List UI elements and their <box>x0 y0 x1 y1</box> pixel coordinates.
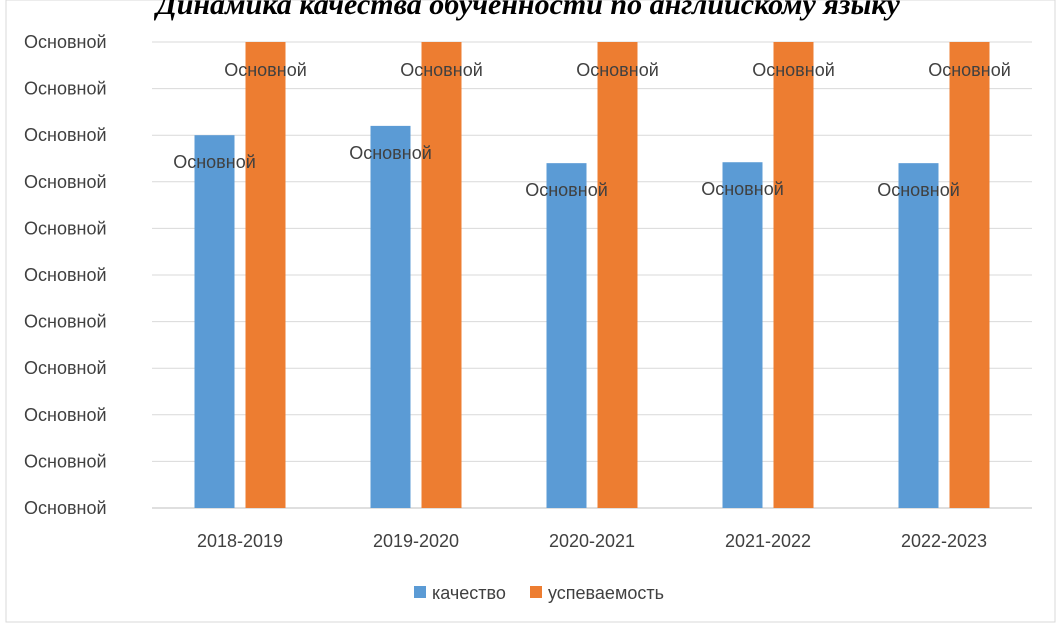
y-tick-label: Основной <box>24 79 107 99</box>
y-tick-label: Основной <box>24 172 107 192</box>
data-label: Основной <box>928 60 1011 80</box>
bar-progress-2018-2019 <box>245 42 286 508</box>
bar-quality-2018-2019 <box>194 135 235 508</box>
data-label: Основной <box>173 152 256 172</box>
bar-progress-2019-2020 <box>421 42 462 508</box>
bar-quality-2020-2021 <box>546 163 587 508</box>
gridlines <box>152 41 1032 509</box>
x-tick-label: 2021-2022 <box>725 531 811 551</box>
bar-quality-2019-2020 <box>370 125 411 508</box>
data-label: Основной <box>701 179 784 199</box>
y-tick-label: Основной <box>24 312 107 332</box>
legend-label: качество <box>432 583 506 603</box>
data-label: Основной <box>400 60 483 80</box>
bar-quality-2021-2022 <box>722 162 763 508</box>
y-tick-label: Основной <box>24 405 107 425</box>
bar-progress-2020-2021 <box>597 42 638 508</box>
data-label: Основной <box>752 60 835 80</box>
y-tick-label: Основной <box>24 32 107 52</box>
x-tick-label: 2019-2020 <box>373 531 459 551</box>
y-tick-label: Основной <box>24 451 107 471</box>
bar-quality-2022-2023 <box>898 163 939 508</box>
y-tick-label: Основной <box>24 125 107 145</box>
x-tick-label: 2022-2023 <box>901 531 987 551</box>
legend-label: успеваемость <box>548 583 664 603</box>
chart-title: Динамика качества обученности по английс… <box>153 0 900 21</box>
legend: качество успеваемость <box>414 583 664 603</box>
y-tick-label: Основной <box>24 265 107 285</box>
x-tick-label: 2020-2021 <box>549 531 635 551</box>
y-axis-tick-labels: Основной Основной Основной Основной Основной… <box>24 32 107 518</box>
y-tick-label: Основной <box>24 498 107 518</box>
bar-progress-2022-2023 <box>949 42 990 508</box>
y-tick-label: Основной <box>24 358 107 378</box>
data-label: Основной <box>349 143 432 163</box>
x-tick-label: 2018-2019 <box>197 531 283 551</box>
data-label: Основной <box>877 180 960 200</box>
data-labels: Основной Основной Основной Основной Основной… <box>173 60 1011 200</box>
data-label: Основной <box>576 60 659 80</box>
data-label: Основной <box>525 180 608 200</box>
data-label: Основной <box>224 60 307 80</box>
legend-swatch <box>414 586 426 598</box>
x-axis-tick-labels: 2018-2019 2019-2020 2020-2021 2021-2022 2022… <box>197 531 987 551</box>
bars <box>194 42 990 508</box>
chart-border <box>5 0 1056 623</box>
legend-swatch <box>530 586 542 598</box>
bar-progress-2021-2022 <box>773 42 814 508</box>
y-tick-label: Основной <box>24 218 107 238</box>
